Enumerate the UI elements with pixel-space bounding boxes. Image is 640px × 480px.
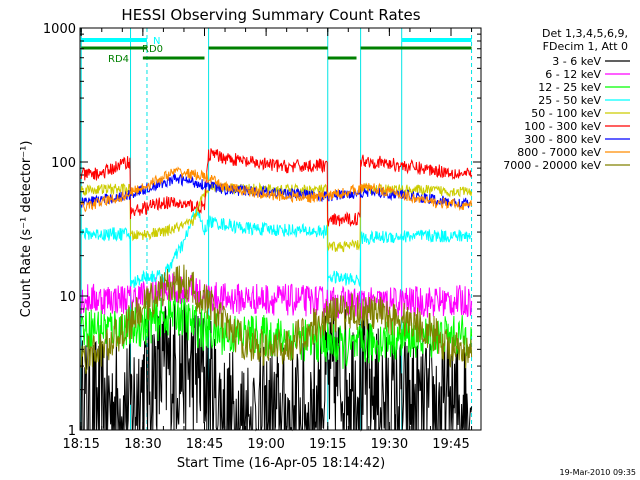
y-tick-label: 100 (51, 156, 76, 171)
legend-entry-label: 3 - 6 keV (552, 55, 601, 68)
legend-header: Det 1,3,4,5,6,9, (542, 27, 628, 40)
y-axis-label: Count Rate (s⁻¹ detector⁻¹) (19, 141, 34, 318)
axes: 18:15 18:30 18:45 19:00 19:15 19:30 19:45 1 10 10… (43, 22, 481, 452)
series-line (80, 293, 473, 432)
legend-entry-label: 50 - 100 keV (531, 107, 601, 120)
x-tick-label: 18:15 (62, 437, 99, 452)
x-tick-label: 18:30 (124, 437, 161, 452)
y-tick-label: 10 (59, 290, 76, 305)
plot-frame (79, 27, 482, 431)
legend-entry-label: 25 - 50 keV (538, 94, 601, 107)
x-tick-label: 19:30 (371, 437, 408, 452)
series-line (80, 166, 473, 213)
legend: Det 1,3,4,5,6,9,FDecim 1, Att 0 3 - 6 keV… (503, 27, 630, 172)
legend-entry-label: 100 - 300 keV (524, 120, 601, 133)
x-tick-label: 19:45 (432, 437, 469, 452)
legend-entry-label: 12 - 25 keV (538, 81, 601, 94)
flag-label: N (153, 36, 160, 47)
legend-header: FDecim 1, Att 0 (543, 40, 628, 53)
flag-label: RD4 (108, 54, 129, 65)
legend-entry-label: 800 - 7000 keV (517, 146, 601, 159)
legend-entry-label: 7000 - 20000 keV (503, 159, 601, 172)
flag-label: RD0 (142, 44, 163, 55)
series-line (80, 207, 472, 289)
series-line (80, 148, 473, 227)
legend-entry-label: 6 - 12 keV (545, 68, 601, 81)
y-tick-label: 1 (68, 424, 76, 439)
legend-entry-label: 300 - 800 keV (524, 133, 601, 146)
x-tick-label: 19:00 (247, 437, 284, 452)
x-tick-label: 18:45 (186, 437, 223, 452)
timestamp-stamp: 19-Mar-2010 09:35 (560, 468, 637, 477)
series-line (80, 181, 473, 253)
series-line (80, 264, 473, 374)
chart-title: HESSI Observing Summary Count Rates (121, 6, 420, 24)
x-axis-label: Start Time (16-Apr-05 18:14:42) (177, 456, 385, 471)
y-tick-label: 1000 (43, 22, 76, 37)
x-tick-label: 19:15 (309, 437, 346, 452)
